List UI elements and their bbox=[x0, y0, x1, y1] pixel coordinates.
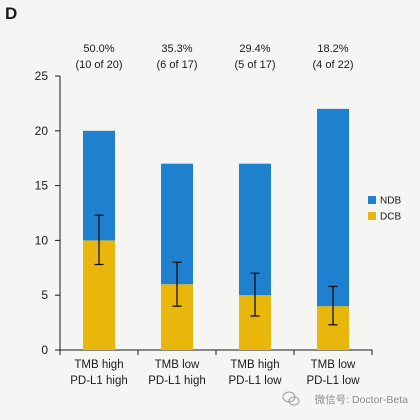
data-label-count: (4 of 22) bbox=[313, 59, 354, 71]
panel-label: D bbox=[5, 4, 17, 23]
y-tick-label: 15 bbox=[35, 179, 49, 193]
error-bar-dcb bbox=[172, 261, 182, 307]
watermark-text: 微信号: Doctor-Beta bbox=[315, 393, 409, 406]
watermark: 微信号: Doctor-Beta bbox=[282, 391, 409, 406]
x-tick-label: PD-L1 low bbox=[228, 375, 282, 387]
x-tick-label: TMB low bbox=[155, 359, 200, 371]
x-tick-label: PD-L1 high bbox=[70, 375, 128, 387]
y-tick-label: 10 bbox=[35, 233, 49, 247]
legend-label-ndb: NDB bbox=[380, 196, 401, 207]
y-tick-label: 5 bbox=[41, 288, 48, 302]
data-label-count: (5 of 17) bbox=[235, 59, 276, 71]
x-tick-label: TMB low bbox=[311, 359, 356, 371]
wechat-icon-bubble-small bbox=[288, 396, 300, 406]
data-label-percent: 18.2% bbox=[317, 43, 348, 55]
data-label-count: (6 of 17) bbox=[157, 59, 198, 71]
data-label-percent: 35.3% bbox=[161, 43, 192, 55]
x-tick-label: TMB high bbox=[230, 359, 279, 371]
y-tick-label: 0 bbox=[41, 343, 48, 357]
legend-swatch-ndb bbox=[368, 196, 376, 204]
y-tick-label: 20 bbox=[35, 124, 49, 138]
error-bar-dcb bbox=[328, 285, 338, 326]
x-tick-label: PD-L1 low bbox=[306, 375, 360, 387]
legend-swatch-dcb bbox=[368, 212, 376, 220]
bar-segment-ndb bbox=[317, 108, 349, 307]
data-label-count: (10 of 20) bbox=[75, 59, 122, 71]
y-tick-label: 25 bbox=[35, 69, 49, 83]
legend-label-dcb: DCB bbox=[380, 212, 401, 223]
x-tick-label: PD-L1 high bbox=[148, 375, 206, 387]
error-bar-dcb bbox=[250, 272, 260, 317]
x-tick-label: TMB high bbox=[74, 359, 123, 371]
data-label-percent: 29.4% bbox=[239, 43, 270, 55]
wechat-icon bbox=[282, 391, 300, 406]
error-bar-dcb bbox=[94, 214, 104, 266]
plot-area: 0 5 10 15 20 25 50.0% (10 of 20) 35.3% (6 of 17) 2… bbox=[35, 43, 402, 387]
data-label-percent: 50.0% bbox=[83, 43, 114, 55]
